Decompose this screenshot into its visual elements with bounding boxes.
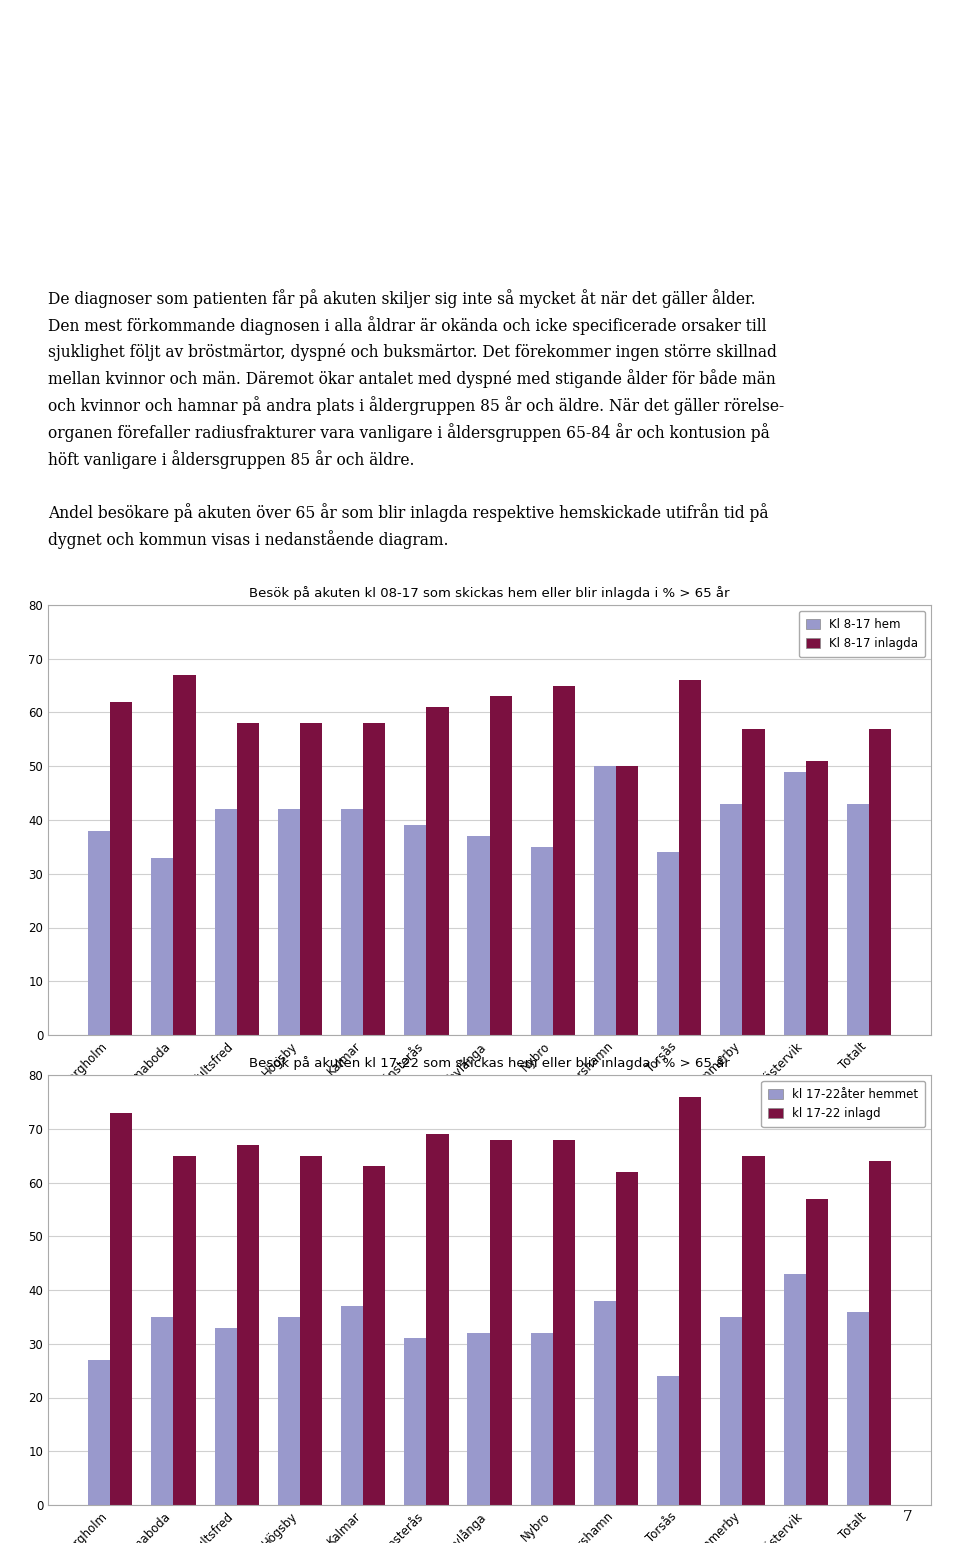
Bar	[783, 1275, 805, 1504]
Bar	[341, 1305, 363, 1504]
Bar	[426, 707, 448, 1035]
Bar	[658, 852, 680, 1035]
Text: Andel besökare på akuten över 65 år som blir inlagda respektive hemskickade utif: Andel besökare på akuten över 65 år som …	[48, 503, 769, 523]
Bar	[468, 1333, 490, 1504]
Bar	[531, 847, 553, 1035]
Bar	[658, 1376, 680, 1504]
Bar	[869, 728, 891, 1035]
Bar	[277, 1316, 300, 1504]
Bar	[680, 1097, 702, 1504]
Text: höft vanligare i åldersgruppen 85 år och äldre.: höft vanligare i åldersgruppen 85 år och…	[48, 451, 415, 469]
Text: sjuklighet följt av bröstmärtor, dyspné och buksmärtor. Det förekommer ingen stö: sjuklighet följt av bröstmärtor, dyspné …	[48, 343, 777, 361]
Bar	[531, 1333, 553, 1504]
Bar	[490, 696, 512, 1035]
Bar	[300, 724, 322, 1035]
Legend: Kl 8-17 hem, Kl 8-17 inlagda: Kl 8-17 hem, Kl 8-17 inlagda	[799, 611, 925, 657]
Bar	[805, 761, 828, 1035]
Text: organen förefaller radiusfrakturer vara vanligare i åldersgruppen 65-84 år och k: organen förefaller radiusfrakturer vara …	[48, 423, 770, 441]
Title: Besök på akuten kl 17-22 som skickas hem eller blir inlagda i % > 65 år: Besök på akuten kl 17-22 som skickas hem…	[250, 1055, 730, 1069]
Bar	[363, 1167, 385, 1504]
Bar	[363, 724, 385, 1035]
Bar	[174, 674, 196, 1035]
Bar	[847, 1312, 869, 1504]
Bar	[341, 809, 363, 1035]
Bar	[616, 767, 638, 1035]
Title: Besök på akuten kl 08-17 som skickas hem eller blir inlagda i % > 65 år: Besök på akuten kl 08-17 som skickas hem…	[250, 586, 730, 600]
Bar	[742, 1156, 764, 1504]
Bar	[237, 724, 259, 1035]
Bar	[553, 1139, 575, 1504]
Bar	[110, 702, 132, 1035]
Text: Den mest förkommande diagnosen i alla åldrar är okända och icke specificerade or: Den mest förkommande diagnosen i alla ål…	[48, 316, 766, 335]
Bar	[720, 1316, 742, 1504]
Legend: kl 17-22åter hemmet, kl 17-22 inlagd: kl 17-22åter hemmet, kl 17-22 inlagd	[761, 1082, 925, 1126]
Bar	[110, 1113, 132, 1504]
Bar	[237, 1145, 259, 1504]
Bar	[88, 1359, 110, 1504]
Bar	[468, 836, 490, 1035]
Bar	[404, 826, 426, 1035]
Bar	[174, 1156, 196, 1504]
Text: och kvinnor och hamnar på andra plats i åldergruppen 85 år och äldre. När det gä: och kvinnor och hamnar på andra plats i …	[48, 397, 784, 415]
Bar	[594, 767, 616, 1035]
Bar	[783, 772, 805, 1035]
Bar	[152, 1316, 174, 1504]
Bar	[805, 1199, 828, 1504]
Bar	[720, 804, 742, 1035]
Bar	[88, 830, 110, 1035]
Bar	[869, 1160, 891, 1504]
Bar	[300, 1156, 322, 1504]
Bar	[152, 858, 174, 1035]
Bar	[553, 685, 575, 1035]
Bar	[594, 1301, 616, 1504]
Bar	[680, 680, 702, 1035]
Text: mellan kvinnor och män. Däremot ökar antalet med dyspné med stigande ålder för b: mellan kvinnor och män. Däremot ökar ant…	[48, 369, 776, 389]
Text: dygnet och kommun visas i nedanstående diagram.: dygnet och kommun visas i nedanstående d…	[48, 531, 448, 549]
Bar	[490, 1139, 512, 1504]
Bar	[847, 804, 869, 1035]
Text: 7: 7	[902, 1511, 912, 1524]
Bar	[426, 1134, 448, 1504]
Bar	[742, 728, 764, 1035]
Bar	[277, 809, 300, 1035]
Bar	[215, 809, 237, 1035]
Bar	[616, 1171, 638, 1504]
Bar	[215, 1327, 237, 1504]
Bar	[404, 1338, 426, 1504]
Text: De diagnoser som patienten får på akuten skiljer sig inte så mycket åt när det g: De diagnoser som patienten får på akuten…	[48, 289, 756, 309]
